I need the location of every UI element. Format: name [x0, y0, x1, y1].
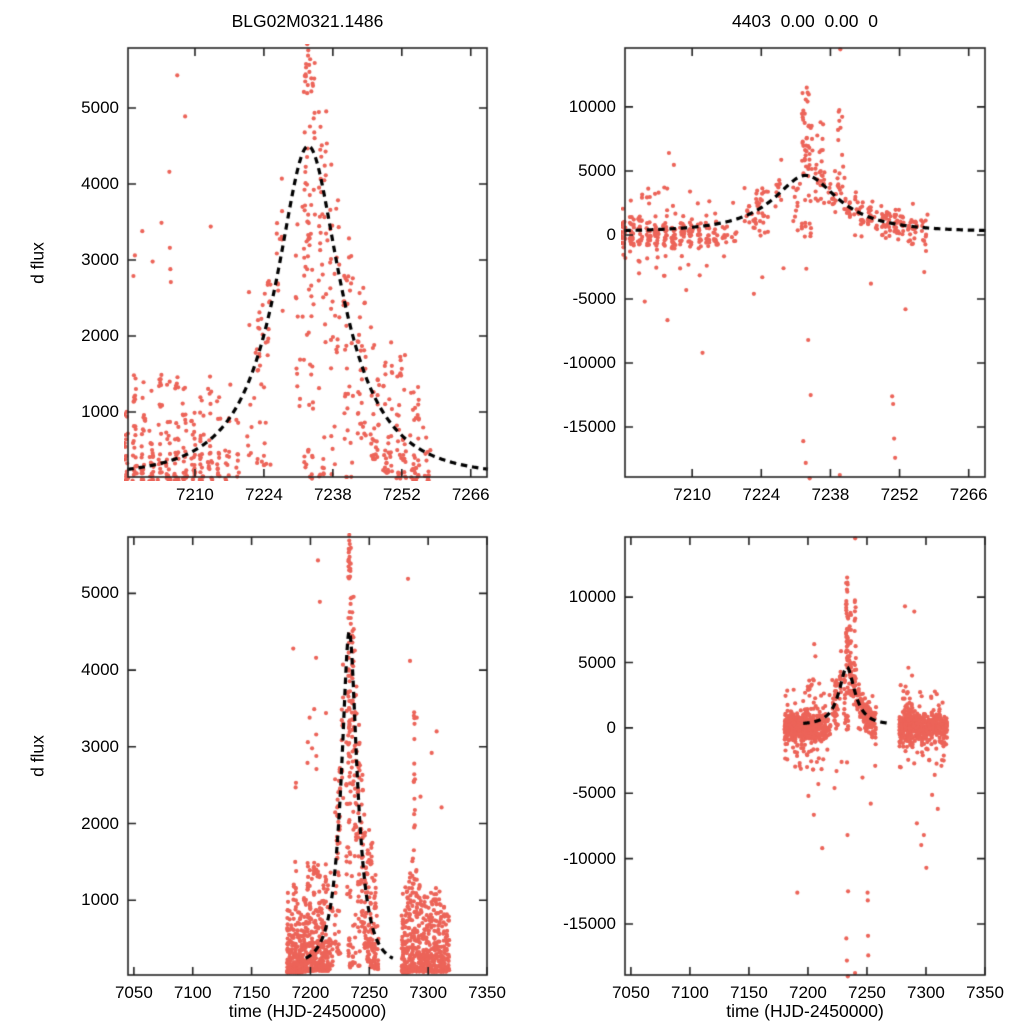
x-tick-label: 7100 — [670, 983, 709, 1002]
panel-title-event-id: BLG02M0321.1486 — [231, 11, 384, 31]
y-tick-label: -15000 — [563, 417, 616, 437]
x-tick-label: 7210 — [176, 485, 214, 504]
y-tick-label: 2000 — [81, 326, 119, 346]
plot-canvas-top-left — [124, 44, 491, 481]
y-tick-label: 4000 — [81, 174, 119, 194]
x-tick-label: 7300 — [907, 983, 945, 1002]
x-tick-label: 7210 — [673, 485, 712, 504]
y-tick-label: 1000 — [81, 890, 119, 910]
x-tick-label: 7238 — [811, 485, 850, 504]
x-axis-label-bottom-left: time (HJD-2450000) — [228, 1001, 387, 1021]
x-tick-label: 7350 — [468, 983, 506, 1002]
x-tick-label: 7252 — [382, 485, 421, 504]
y-tick-label: 3000 — [81, 250, 119, 270]
y-tick-label: 5000 — [81, 583, 119, 603]
y-tick-label: -10000 — [563, 848, 616, 868]
x-tick-label: 7224 — [742, 485, 781, 504]
y-axis-label-bottom: d flux — [27, 735, 48, 777]
y-tick-label: -10000 — [563, 353, 616, 373]
y-tick-label: 5000 — [578, 652, 616, 672]
x-tick-label: 7250 — [350, 983, 389, 1002]
x-tick-label: 7200 — [291, 983, 330, 1002]
y-tick-label: 5000 — [578, 160, 616, 180]
y-tick-label: -15000 — [563, 914, 616, 933]
y-tick-label: 4000 — [81, 660, 119, 680]
x-tick-label: 7150 — [232, 983, 271, 1002]
y-tick-label: -5000 — [572, 288, 616, 308]
x-tick-label: 7100 — [173, 983, 212, 1002]
x-tick-label: 7266 — [451, 485, 490, 504]
plot-canvas-bottom-left — [124, 533, 491, 979]
x-tick-label: 7252 — [880, 485, 919, 504]
x-axis-label-bottom-right: time (HJD-2450000) — [726, 1001, 884, 1021]
x-tick-label: 7050 — [114, 983, 153, 1002]
x-tick-label: 7150 — [730, 983, 768, 1002]
x-tick-label: 7238 — [313, 485, 352, 504]
x-tick-label: 7300 — [409, 983, 448, 1002]
y-axis-label-top: d flux — [27, 242, 48, 284]
x-tick-label: 7200 — [789, 983, 827, 1002]
x-tick-label: 7224 — [244, 485, 283, 504]
y-tick-label: 0 — [606, 717, 616, 737]
panel-title-fit-params: 4403 0.00 0.00 0 — [732, 11, 878, 31]
y-tick-label: 1000 — [81, 402, 119, 422]
y-tick-label: 10000 — [568, 96, 616, 116]
y-tick-label: 3000 — [81, 736, 119, 756]
plot-canvas-top-right — [621, 44, 989, 481]
x-tick-label: 7050 — [611, 983, 650, 1002]
plot-canvas-bottom-right — [621, 533, 989, 979]
y-tick-label: 2000 — [81, 813, 119, 833]
y-tick-label: 0 — [606, 224, 616, 244]
y-tick-label: -5000 — [572, 783, 616, 803]
y-tick-label: 5000 — [81, 98, 119, 118]
x-tick-label: 7350 — [966, 983, 1004, 1002]
x-tick-label: 7266 — [949, 485, 988, 504]
y-tick-label: 10000 — [568, 587, 616, 607]
x-tick-label: 7250 — [848, 983, 886, 1002]
